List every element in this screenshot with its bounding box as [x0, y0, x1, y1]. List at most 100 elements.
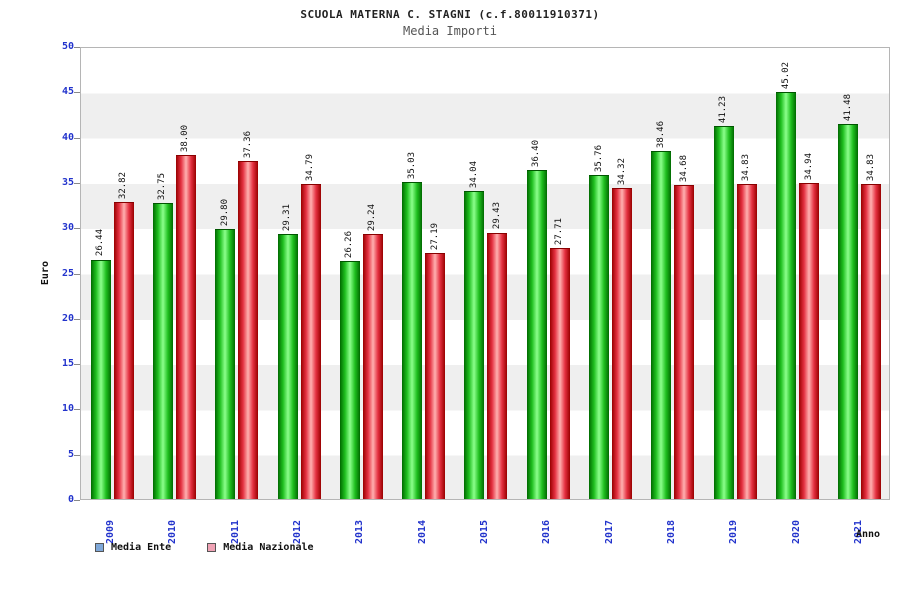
bar-column: 37.36: [238, 48, 259, 499]
bar-media-nazionale: [175, 155, 196, 499]
bar-media-nazionale: [487, 232, 508, 499]
bar-media-nazionale: [799, 182, 820, 499]
bar-value-label: 27.71: [554, 217, 565, 246]
bar-group: 36.40 27.71: [517, 48, 579, 499]
bar-value-label: 34.32: [616, 158, 627, 186]
bar-value-label: 29.24: [367, 204, 378, 232]
bar-column: 27.71: [549, 48, 570, 499]
bar-media-ente: [713, 126, 734, 499]
x-tick-label: 2017: [603, 519, 615, 544]
bar-value-label: 32.75: [157, 172, 168, 200]
bar-group: 32.75 38.00: [143, 48, 205, 499]
bar-column: 45.02: [776, 48, 797, 499]
bar-group: 41.48 34.83: [829, 48, 891, 499]
legend-swatch: [207, 543, 217, 552]
bar-group: 29.80 37.36: [206, 48, 268, 499]
bar-column: 29.24: [362, 48, 383, 499]
x-tick-label: 2020: [790, 519, 802, 544]
x-tick-label: 2011: [229, 519, 241, 544]
bar-column: 29.43: [487, 48, 508, 499]
y-tick-label: 15: [61, 358, 74, 370]
bar-media-ente: [402, 182, 423, 499]
x-label-slot: 2014: [392, 504, 454, 544]
bar-media-ente: [776, 91, 797, 499]
bar-column: 32.75: [152, 48, 173, 499]
bar-group: 35.76 34.32: [579, 48, 641, 499]
legend-swatch: [95, 543, 104, 552]
bar-media-ente: [152, 202, 173, 499]
legend-label: Media Ente: [111, 542, 172, 553]
bar-media-nazionale: [861, 183, 882, 499]
bar-value-label: 34.79: [305, 154, 316, 182]
bar-media-ente: [464, 190, 485, 499]
bar-group: 29.31 34.79: [268, 48, 330, 499]
bar-column: 38.00: [175, 48, 196, 499]
x-label-slot: 2012: [267, 504, 329, 544]
bar-media-nazionale: [300, 184, 321, 499]
bar-column: 34.32: [612, 48, 633, 499]
y-tick-mark: [74, 137, 80, 139]
y-tick-mark: [74, 182, 80, 184]
bar-column: 35.03: [402, 48, 423, 499]
x-label-slot: 2011: [205, 504, 267, 544]
bar-column: 34.83: [861, 48, 882, 499]
bar-column: 34.79: [300, 48, 321, 499]
x-label-slot: 2015: [454, 504, 516, 544]
bar-value-label: 29.80: [219, 199, 230, 227]
bar-media-nazionale: [113, 201, 134, 499]
y-tick-label: 0: [67, 494, 74, 505]
bar-column: 41.23: [713, 48, 734, 499]
bar-column: 38.46: [651, 48, 672, 499]
bar-group: 38.46 34.68: [642, 48, 704, 499]
x-label-slot: 2010: [142, 504, 204, 544]
bar-media-ente: [277, 233, 298, 499]
x-tick-label: 2013: [354, 519, 366, 544]
y-tick-label: 30: [61, 222, 74, 234]
x-axis-labels: 2009 2010 2011 2012 2013 2014 2015 2016 2017 2018…: [80, 504, 890, 544]
bar-media-nazionale: [674, 185, 695, 499]
y-tick-label: 25: [61, 267, 74, 279]
x-tick-label: 2016: [541, 519, 553, 544]
bar-value-label: 35.03: [406, 151, 417, 180]
bar-column: 34.83: [736, 48, 757, 499]
bar-value-label: 26.26: [344, 231, 355, 259]
bar-media-ente: [90, 259, 111, 499]
bar-value-label: 32.82: [118, 171, 129, 199]
bar-column: 35.76: [589, 48, 610, 499]
bar-group: 26.26 29.24: [330, 48, 392, 499]
bar-media-nazionale: [362, 234, 383, 499]
bar-group: 41.23 34.83: [704, 48, 766, 499]
bar-group: 45.02 34.94: [766, 48, 828, 499]
legend: Media Ente Media Nazionale: [95, 542, 314, 553]
x-tick-label: 2018: [665, 519, 677, 544]
x-axis-title: Anno: [856, 529, 881, 540]
y-tick-mark: [74, 364, 80, 366]
bar-value-label: 35.76: [593, 145, 604, 173]
bar-value-label: 34.94: [803, 152, 814, 180]
bar-column: 29.80: [215, 48, 236, 499]
legend-item: Media Ente: [95, 542, 171, 553]
bar-group: 26.44 32.82: [81, 48, 143, 499]
bar-value-label: 45.02: [780, 61, 791, 89]
bar-column: 34.94: [799, 48, 820, 499]
y-tick-mark: [74, 92, 80, 94]
x-tick-label: 2019: [728, 519, 740, 544]
bar-value-label: 37.36: [242, 130, 253, 159]
y-tick-mark: [74, 228, 80, 230]
bar-value-label: 29.31: [282, 203, 293, 231]
bar-value-label: 41.23: [718, 96, 729, 124]
bar-media-ente: [589, 175, 610, 499]
bar-media-ente: [651, 151, 672, 499]
bar-value-label: 38.46: [655, 121, 666, 149]
bar-media-nazionale: [549, 248, 570, 499]
y-tick-label: 40: [61, 131, 74, 143]
bar-group: 34.04 29.43: [455, 48, 517, 499]
bar-value-label: 34.68: [678, 155, 689, 183]
bar-column: 36.40: [526, 48, 547, 499]
bar-media-nazionale: [612, 188, 633, 499]
bar-column: 29.31: [277, 48, 298, 499]
y-tick-label: 10: [61, 403, 74, 415]
bar-value-label: 27.19: [429, 222, 440, 250]
y-tick-label: 5: [67, 448, 74, 460]
